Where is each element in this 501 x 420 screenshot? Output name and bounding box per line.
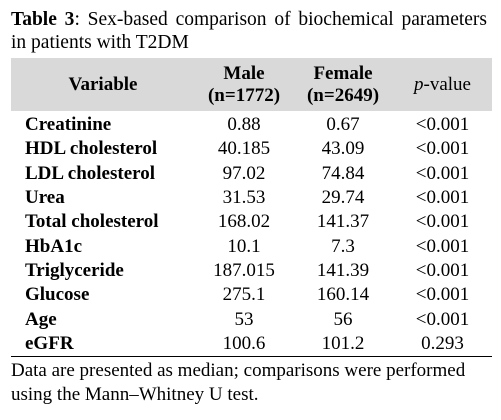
- header-p-italic: p: [414, 73, 424, 95]
- cell-variable: LDL cholesterol: [25, 162, 156, 184]
- cell-female: 29.74: [321, 187, 365, 209]
- header-p-rest: -value: [423, 73, 471, 95]
- header-male: Male (n=1772): [195, 58, 293, 111]
- table-header-row: Variable Male (n=1772) Female (n=2649) p-v…: [11, 58, 492, 111]
- cell-male: 40.185: [217, 138, 271, 160]
- header-female-count: (n=2649): [306, 84, 380, 106]
- cell-male: 53: [234, 308, 254, 330]
- cell-female: 141.39: [316, 259, 370, 281]
- data-table: Variable Male (n=1772) Female (n=2649) p-v…: [11, 58, 492, 357]
- cell-variable: eGFR: [11, 331, 195, 357]
- header-female-label: Female: [313, 62, 373, 84]
- cell-male: 187.015: [213, 259, 275, 281]
- cell-p-value: <0.001: [415, 259, 470, 281]
- cell-variable: Total cholesterol: [25, 211, 159, 233]
- cell-variable: Creatinine: [25, 114, 112, 136]
- cell-female: 43.09: [321, 138, 365, 160]
- table-caption: Table 3: Sex-based comparison of biochem…: [11, 8, 487, 54]
- table-row: HDL cholesterol 40.185 43.09 <0.001: [11, 137, 492, 161]
- cell-female: 160.14: [316, 284, 370, 306]
- cell-variable: Triglyceride: [25, 259, 124, 281]
- table-footnote: Data are presented as median; comparison…: [11, 360, 466, 405]
- cell-male: 100.6: [195, 331, 293, 357]
- table-row: LDL cholesterol 97.02 74.84 <0.001: [11, 162, 492, 186]
- cell-p-value: 0.293: [393, 331, 492, 357]
- table-row: HbA1c 10.1 7.3 <0.001: [11, 234, 492, 258]
- cell-p-value: <0.001: [415, 308, 470, 330]
- table-row: Triglyceride 187.015 141.39 <0.001: [11, 259, 492, 283]
- table-caption-text: : Sex-based comparison of biochemical pa…: [11, 9, 487, 53]
- cell-female: 141.37: [316, 211, 370, 233]
- cell-female: 74.84: [321, 162, 365, 184]
- cell-male: 31.53: [222, 187, 266, 209]
- cell-p-value: <0.001: [415, 114, 470, 136]
- header-male-count: (n=1772): [207, 84, 281, 106]
- table-row: eGFR 100.6 101.2 0.293: [11, 331, 492, 357]
- header-female: Female (n=2649): [293, 58, 393, 111]
- cell-male: 10.1: [227, 235, 261, 257]
- table-row: Total cholesterol 168.02 141.37 <0.001: [11, 210, 492, 234]
- cell-p-value: <0.001: [415, 187, 470, 209]
- table-caption-label: Table 3: [11, 9, 75, 30]
- cell-variable: HDL cholesterol: [25, 138, 158, 160]
- cell-variable: Glucose: [25, 284, 90, 306]
- header-male-label: Male: [223, 62, 265, 84]
- cell-p-value: <0.001: [415, 235, 470, 257]
- header-variable-label: Variable: [68, 73, 138, 95]
- table-row: Urea 31.53 29.74 <0.001: [11, 186, 492, 210]
- cell-male: 97.02: [222, 162, 266, 184]
- cell-p-value: <0.001: [415, 211, 470, 233]
- table-body: Creatinine 0.88 0.67 <0.001 HDL cholesterol 4…: [11, 111, 492, 357]
- cell-female: 0.67: [326, 114, 360, 136]
- cell-variable: HbA1c: [25, 235, 82, 257]
- cell-male: 275.1: [222, 284, 266, 306]
- cell-male: 0.88: [227, 114, 261, 136]
- cell-female: 56: [333, 308, 353, 330]
- cell-variable: Urea: [25, 187, 65, 209]
- cell-male: 168.02: [217, 211, 271, 233]
- cell-variable: Age: [25, 308, 57, 330]
- table-row: Creatinine 0.88 0.67 <0.001: [11, 111, 492, 137]
- table-header: Variable Male (n=1772) Female (n=2649) p-v…: [11, 58, 492, 111]
- table-row: Age 53 56 <0.001: [11, 307, 492, 331]
- table-row: Glucose 275.1 160.14 <0.001: [11, 283, 492, 307]
- cell-p-value: <0.001: [415, 138, 470, 160]
- cell-p-value: <0.001: [415, 162, 470, 184]
- header-p-value: p-value: [393, 58, 492, 111]
- cell-female: 7.3: [331, 235, 355, 257]
- cell-female: 101.2: [293, 331, 393, 357]
- cell-p-value: <0.001: [415, 284, 470, 306]
- header-variable: Variable: [11, 58, 195, 111]
